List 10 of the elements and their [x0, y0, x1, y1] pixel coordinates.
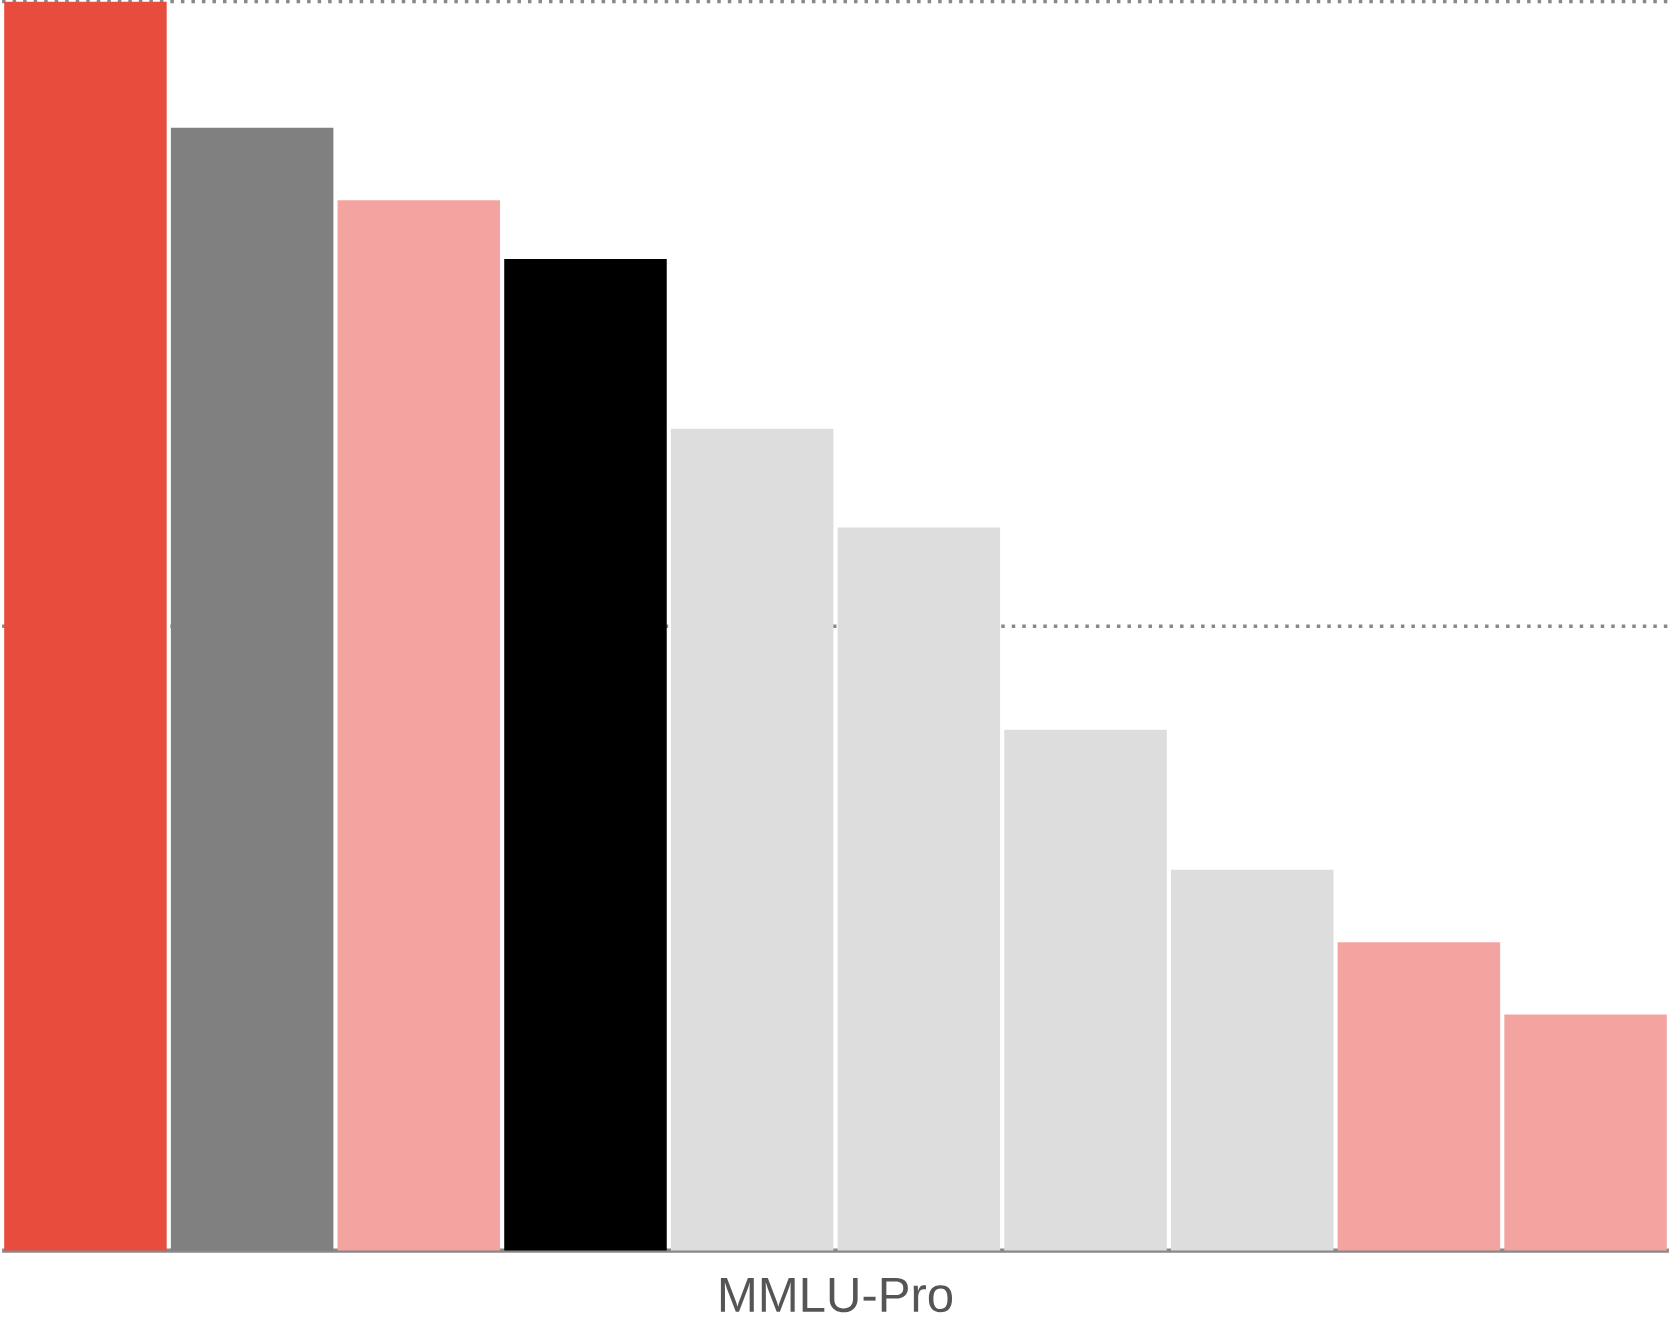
bar — [4, 1, 167, 1251]
bar — [1170, 869, 1334, 1251]
bar — [1337, 942, 1501, 1251]
bar — [504, 259, 667, 1251]
bar — [837, 527, 1001, 1251]
bar — [670, 428, 834, 1251]
bar — [337, 200, 501, 1251]
x-axis-title: MMLU-Pro — [720, 1278, 953, 1313]
bar — [1004, 729, 1167, 1251]
bar — [1504, 1014, 1667, 1251]
